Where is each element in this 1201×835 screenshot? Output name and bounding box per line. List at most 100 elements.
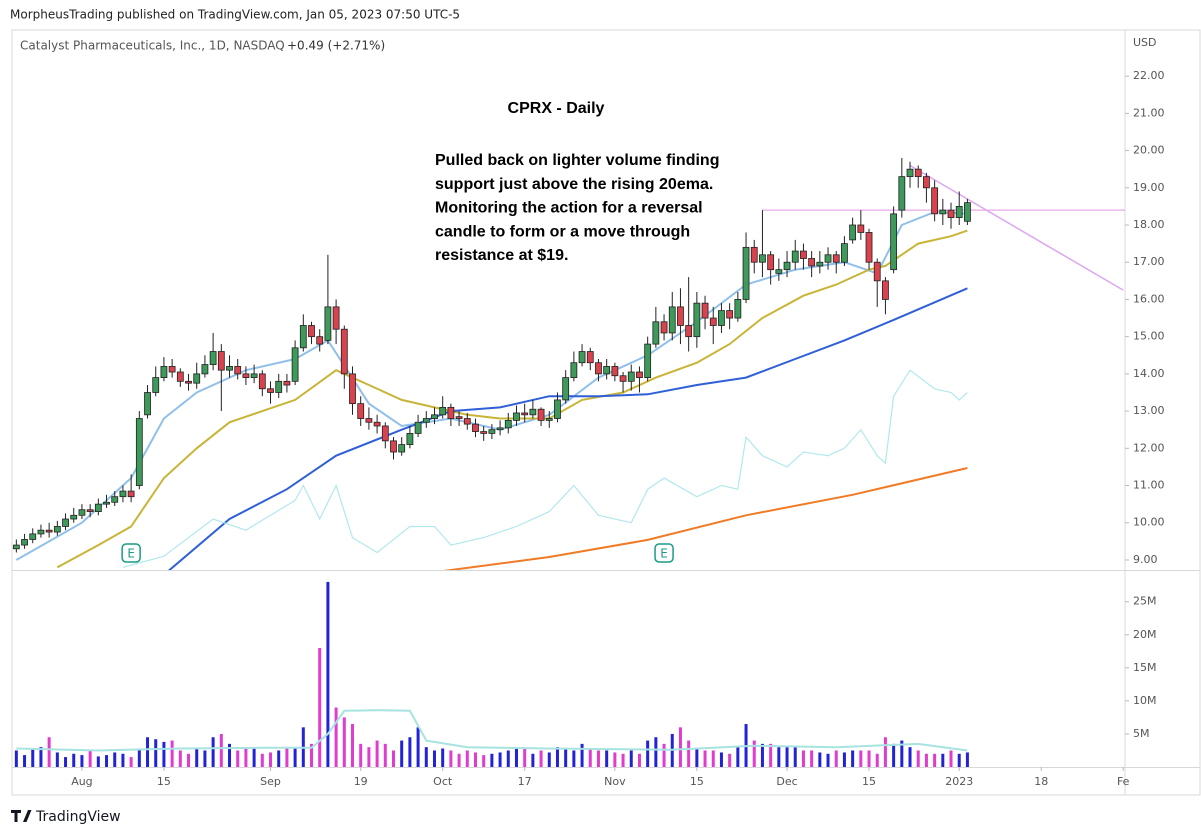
volume-bar xyxy=(785,747,789,767)
candle-body xyxy=(283,380,291,386)
y-tick-label: 18.00 xyxy=(1133,218,1165,231)
candle-body xyxy=(595,362,602,375)
volume-bar xyxy=(457,753,461,767)
volume-bar xyxy=(146,737,150,767)
volume-bar xyxy=(736,747,740,767)
volume-bar xyxy=(121,753,125,767)
candle-body xyxy=(135,418,143,486)
candle-body xyxy=(619,375,627,382)
candle-body xyxy=(390,440,397,453)
volume-bar xyxy=(39,747,43,767)
volume-bar xyxy=(64,757,68,767)
candle-body xyxy=(545,418,553,421)
annotation-line: candle to form or a move through xyxy=(435,223,690,240)
x-tick-label: 18 xyxy=(1034,775,1048,788)
candle-body xyxy=(898,176,906,211)
volume-bar xyxy=(678,727,682,767)
candle-body xyxy=(849,224,857,241)
volume-bar xyxy=(23,755,27,767)
candle-body xyxy=(414,421,422,434)
candle-body xyxy=(176,371,184,382)
volume-bar xyxy=(88,750,92,767)
volume-bar xyxy=(793,747,797,767)
volume-bar xyxy=(72,753,76,767)
candle-body xyxy=(185,380,192,384)
candle-body xyxy=(37,529,45,535)
candle-body xyxy=(267,388,274,393)
candle-body xyxy=(521,412,529,416)
candle-body xyxy=(480,431,488,434)
volume-bar xyxy=(96,756,100,767)
volume-bar xyxy=(662,743,666,767)
volume-bar xyxy=(342,717,346,767)
y-tick-label: 15.00 xyxy=(1133,330,1165,343)
volume-bar xyxy=(391,750,395,767)
volume-bar xyxy=(195,748,199,767)
y-tick-label: 11.00 xyxy=(1133,479,1165,492)
moving-average xyxy=(167,287,968,570)
candle-body xyxy=(513,412,520,421)
candle-body xyxy=(800,250,807,259)
volume-bar xyxy=(465,750,469,767)
candle-body xyxy=(767,254,775,271)
x-tick-label: Oct xyxy=(433,775,453,788)
candle-body xyxy=(824,254,832,263)
candle-body xyxy=(127,490,135,498)
candle-body xyxy=(53,526,61,533)
candle-body xyxy=(111,496,119,503)
x-tick-label: 17 xyxy=(518,775,532,788)
candle-body xyxy=(12,544,20,550)
volume-bar xyxy=(777,747,781,767)
candle-body xyxy=(357,403,365,419)
volume-bar xyxy=(219,733,223,767)
moving-average xyxy=(443,467,968,570)
volume-bar xyxy=(867,750,871,767)
volume-bar xyxy=(14,750,18,767)
y-tick-label: 20.00 xyxy=(1133,144,1165,157)
volume-bar xyxy=(842,752,846,767)
volume-bar xyxy=(400,740,404,767)
candle-body xyxy=(29,533,37,540)
volume-bar xyxy=(441,748,445,767)
volume-bar xyxy=(711,750,715,767)
candle-body xyxy=(578,351,586,364)
volume-bar xyxy=(490,753,494,767)
candle-body xyxy=(45,529,53,533)
volume-bar xyxy=(424,747,428,767)
volume-bar xyxy=(203,750,207,767)
volume-bar xyxy=(416,727,420,767)
candle-body xyxy=(168,366,176,373)
candle-body xyxy=(668,306,676,334)
volume-bar xyxy=(211,737,215,767)
volume-bar xyxy=(908,747,912,767)
volume-bar xyxy=(432,750,436,767)
volume-bar xyxy=(818,752,822,767)
candle-body xyxy=(808,258,816,267)
candle-body xyxy=(439,406,447,416)
x-tick-label: Sep xyxy=(260,775,281,788)
candle-body xyxy=(226,366,233,371)
x-tick-label: 15 xyxy=(862,775,876,788)
x-tick-label: 15 xyxy=(157,775,171,788)
volume-bar xyxy=(277,750,281,767)
volume-bar xyxy=(760,743,764,767)
volume-bar xyxy=(326,581,330,767)
volume-bar xyxy=(269,752,273,767)
x-tick-label: Fe xyxy=(1117,775,1130,788)
y-tick-label: 21.00 xyxy=(1133,106,1165,119)
volume-bar xyxy=(646,740,650,767)
volume-bar xyxy=(514,747,518,767)
volume-bar xyxy=(810,750,814,767)
candle-body xyxy=(726,310,734,319)
candle-body xyxy=(660,321,668,334)
volume-bar xyxy=(367,747,371,767)
x-tick-label: Aug xyxy=(71,775,92,788)
candle-body xyxy=(455,416,463,419)
x-tick-label: Dec xyxy=(776,775,797,788)
earnings-label: E xyxy=(127,547,135,561)
volume-bar xyxy=(851,750,855,767)
candle-body xyxy=(832,254,840,263)
candle-body xyxy=(890,213,898,271)
candle-body xyxy=(882,280,889,300)
candle-body xyxy=(570,362,578,378)
